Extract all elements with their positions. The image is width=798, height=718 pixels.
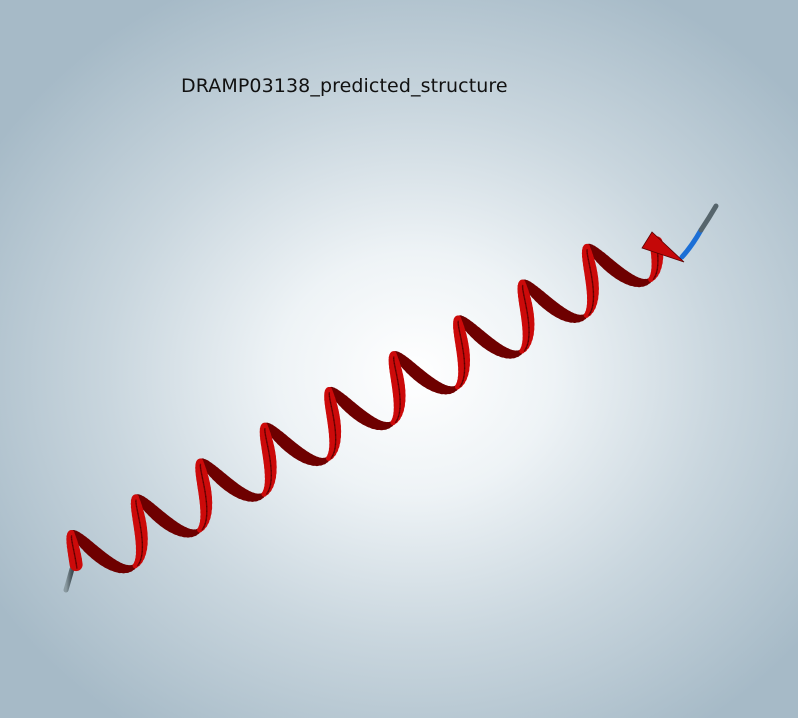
helix-ribbon-edge-segment [139, 521, 142, 529]
helix-ribbon-edge-segment [462, 347, 465, 355]
helix-ribbon-edge-segment [331, 410, 334, 416]
helix-ribbon-edge-segment [458, 327, 461, 332]
helix-ribbon-edge-segment [395, 374, 399, 381]
helix-ribbon-edge-segment [588, 262, 591, 269]
helix-ribbon-edge-segment [398, 388, 401, 396]
helix-ribbon-edge-segment [393, 362, 396, 368]
helix-ribbon-edge-segment [462, 352, 465, 360]
helix-ribbon-edge-segment [72, 545, 75, 551]
helix-ribbon-edge-segment [136, 509, 139, 515]
helix-ribbon-edge-segment [523, 294, 526, 300]
helix-ribbon-edge-segment [269, 460, 272, 467]
helix-ribbon-edge-segment [204, 490, 207, 498]
helix-ribbon-edge-segment [202, 481, 205, 488]
helix-ribbon-edge-segment [522, 291, 525, 296]
helix-ribbon-edge-segment [201, 477, 205, 483]
helix-ribbon-edge-segment [329, 402, 333, 408]
helix-arrowhead [641, 231, 685, 263]
helix-ribbon-edge-segment [266, 441, 269, 448]
helix-ribbon-edge-segment [591, 276, 594, 283]
helix-ribbon-edge-segment [75, 562, 78, 569]
helix-ribbon-edge-segment [587, 258, 590, 264]
structure-title: DRAMP03138_predicted_structure [181, 75, 508, 97]
helix-ribbon-edge-segment [395, 370, 398, 376]
helix-ribbon-edge-segment [332, 414, 335, 421]
helix-ribbon-edge-segment [394, 366, 397, 372]
helix-ribbon-edge-segment [73, 553, 77, 560]
helix-ribbon-edge-segment [396, 378, 400, 386]
helix-ribbon-edge-segment [458, 330, 461, 336]
helix-ribbon-edge-segment [264, 434, 267, 440]
helix-ribbon-edge-segment [72, 548, 76, 555]
helix-back-strands [69, 243, 653, 574]
helix-ribbon-edge-segment [461, 343, 464, 350]
helix-ribbon-edge-segment [138, 517, 141, 524]
helix-ribbon-edges [70, 245, 659, 569]
helix-ribbon-edge-segment [139, 526, 143, 534]
helix-ribbon-edge-segment [459, 334, 462, 340]
helix-ribbon-edge-segment [74, 557, 77, 564]
helix-ribbon-edge-segment [590, 271, 593, 278]
helix-ribbon-edge-segment [267, 445, 270, 452]
helix-ribbon-edge-segment [203, 486, 206, 493]
c-terminal-coil [679, 203, 719, 260]
helix-ribbon-edge-segment [71, 541, 74, 547]
helix-ribbon-edge-segment [333, 419, 336, 426]
helix-ribbon-edge-segment [524, 302, 528, 309]
helix-ribbon-edge-segment [140, 531, 143, 539]
helix-ribbon-edge-segment [525, 307, 528, 314]
helix-ribbon-edge-segment [526, 312, 529, 319]
helix-ribbon-edge-segment [200, 470, 203, 475]
helix-ribbon-edge-segment [330, 405, 333, 412]
helix-ribbon-edge-segment [329, 398, 332, 404]
helix-ribbon-edge-segment [397, 383, 400, 391]
helix-ribbon-edge-segment [460, 338, 463, 345]
helix-ribbon-edge-segment [200, 473, 204, 479]
helix-ribbon-edge-segment [589, 266, 592, 273]
helix-ribbon-edge-segment [268, 455, 271, 462]
n-terminal-coil [63, 566, 75, 593]
helix-ribbon-edge-segment [135, 506, 138, 511]
helix-ribbon-edge-segment [523, 298, 527, 305]
helix-ribbon-edge-segment [587, 255, 589, 261]
helix-ribbon-edge-segment [205, 495, 208, 503]
helix-ribbon-edge-segment [265, 437, 268, 443]
helix-ribbon-edge-segment [267, 450, 271, 457]
helix-ribbon-edge-segment [333, 424, 336, 431]
helix-ribbon-edge-segment [591, 281, 594, 288]
helix-front-strands [66, 236, 664, 572]
helix-ribbon-edge-segment [137, 513, 140, 519]
helix-ribbon-edge-segment [527, 317, 530, 324]
